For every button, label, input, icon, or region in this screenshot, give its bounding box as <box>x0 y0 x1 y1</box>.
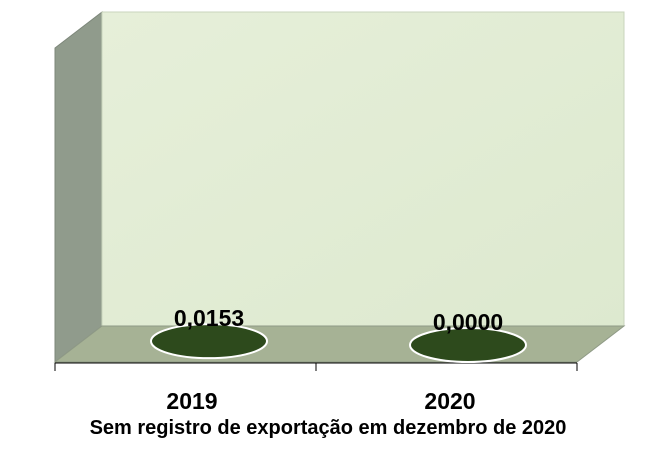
chart-side-wall <box>54 10 103 364</box>
chart-back-wall <box>101 11 625 327</box>
chart-note: Sem registro de exportação em dezembro d… <box>89 417 567 439</box>
x-tick-label-2019: 2019 <box>166 388 218 414</box>
data-label-2020: 0,0000 <box>433 309 503 335</box>
bar-2020 <box>409 327 527 363</box>
chart-floor <box>53 325 626 363</box>
data-label-2019: 0,0153 <box>174 305 244 331</box>
bar-2019 <box>150 323 268 360</box>
x-tick-label-2020: 2020 <box>424 388 476 414</box>
